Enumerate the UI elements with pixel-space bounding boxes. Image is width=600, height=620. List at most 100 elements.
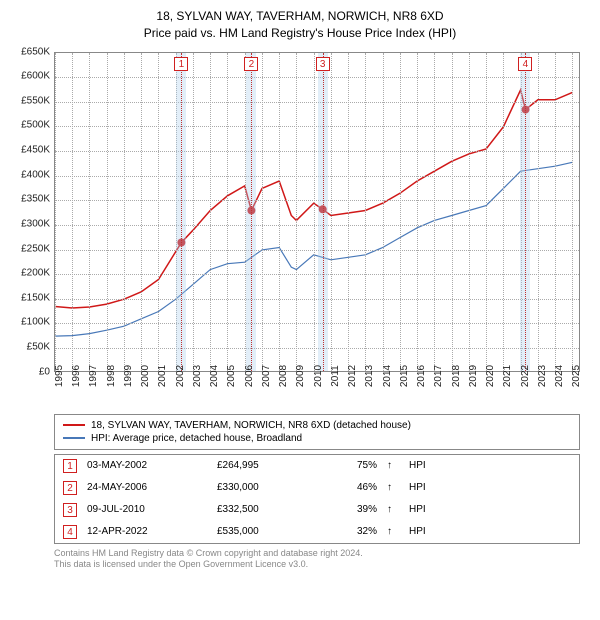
x-tick-label: 2016 (416, 364, 427, 386)
gridline-vertical (383, 53, 384, 371)
x-axis: 1995199619971998199920002001200220032004… (54, 374, 580, 408)
x-tick-label: 2007 (261, 364, 272, 386)
x-tick-label: 2021 (502, 364, 513, 386)
arrow-up-icon: ↑ (387, 482, 399, 493)
gridline-vertical (227, 53, 228, 371)
x-tick-label: 2019 (468, 364, 479, 386)
x-tick-label: 2012 (347, 364, 358, 386)
x-tick-label: 2014 (382, 364, 393, 386)
row-pct: 32% (327, 526, 377, 537)
y-tick-label: £150K (21, 292, 50, 303)
gridline-vertical (469, 53, 470, 371)
x-tick-label: 2004 (209, 364, 220, 386)
gridline-vertical (193, 53, 194, 371)
y-tick-label: £650K (21, 46, 50, 57)
gridline-vertical (400, 53, 401, 371)
marker-dotted-line (525, 53, 526, 371)
table-row: 4 12-APR-2022 £535,000 32% ↑ HPI (55, 521, 579, 543)
arrow-up-icon: ↑ (387, 504, 399, 515)
y-tick-label: £250K (21, 243, 50, 254)
x-tick-label: 2013 (364, 364, 375, 386)
row-number-box: 3 (63, 503, 77, 517)
gridline-vertical (314, 53, 315, 371)
y-tick-label: £500K (21, 120, 50, 131)
x-tick-label: 2001 (157, 364, 168, 386)
y-tick-label: £350K (21, 194, 50, 205)
gridline-vertical (538, 53, 539, 371)
marker-number-box: 3 (316, 57, 330, 71)
gridline-vertical (279, 53, 280, 371)
marker-number-box: 4 (518, 57, 532, 71)
y-tick-label: £600K (21, 71, 50, 82)
table-row: 309-JUL-2010£332,50039%↑HPI (55, 499, 579, 521)
row-hpi-label: HPI (409, 526, 439, 537)
marker-dotted-line (251, 53, 252, 371)
x-tick-label: 2025 (571, 364, 582, 386)
row-date: 24-MAY-2006 (87, 482, 207, 493)
x-tick-label: 2015 (399, 364, 410, 386)
y-tick-label: £200K (21, 268, 50, 279)
gridline-vertical (141, 53, 142, 371)
gridline-vertical (72, 53, 73, 371)
legend: 18, SYLVAN WAY, TAVERHAM, NORWICH, NR8 6… (54, 414, 580, 450)
gridline-vertical (331, 53, 332, 371)
row-hpi-label: HPI (409, 504, 439, 515)
gridline-vertical (158, 53, 159, 371)
x-tick-label: 1995 (54, 364, 65, 386)
gridline-vertical (348, 53, 349, 371)
marker-number-box: 2 (244, 57, 258, 71)
gridline-vertical (572, 53, 573, 371)
y-tick-label: £0 (39, 366, 50, 377)
row-hpi-label: HPI (409, 482, 439, 493)
footer-attribution: Contains HM Land Registry data © Crown c… (54, 548, 580, 571)
y-tick-label: £50K (27, 341, 50, 352)
legend-swatch (63, 424, 85, 426)
gridline-vertical (210, 53, 211, 371)
x-tick-label: 1996 (71, 364, 82, 386)
y-axis: £0£50K£100K£150K£200K£250K£300K£350K£400… (10, 52, 52, 372)
y-tick-label: £300K (21, 218, 50, 229)
chart-area: £0£50K£100K£150K£200K£250K£300K£350K£400… (10, 48, 590, 408)
x-tick-label: 1998 (106, 364, 117, 386)
title-subtitle: Price paid vs. HM Land Registry's House … (10, 25, 590, 42)
x-tick-label: 2010 (313, 364, 324, 386)
marker-dotted-line (181, 53, 182, 371)
gridline-vertical (555, 53, 556, 371)
gridline-vertical (365, 53, 366, 371)
x-tick-label: 2000 (140, 364, 151, 386)
arrow-up-icon: ↑ (387, 460, 399, 471)
row-price: £264,995 (217, 460, 317, 471)
chart-container: 18, SYLVAN WAY, TAVERHAM, NORWICH, NR8 6… (0, 0, 600, 577)
legend-row: 18, SYLVAN WAY, TAVERHAM, NORWICH, NR8 6… (63, 419, 571, 432)
x-tick-label: 2022 (520, 364, 531, 386)
gridline-vertical (124, 53, 125, 371)
y-tick-label: £400K (21, 169, 50, 180)
row-date: 03-MAY-2002 (87, 460, 207, 471)
gridline-vertical (262, 53, 263, 371)
arrow-up-icon: ↑ (387, 526, 399, 537)
x-tick-label: 2006 (244, 364, 255, 386)
plot-area: 1 2 3 4 (54, 52, 580, 372)
row-date: 12-APR-2022 (87, 526, 207, 537)
footer-line2: This data is licensed under the Open Gov… (54, 559, 580, 571)
x-tick-label: 2011 (330, 365, 341, 387)
legend-label: HPI: Average price, detached house, Broa… (91, 433, 302, 444)
row-pct: 75% (327, 460, 377, 471)
y-tick-label: £450K (21, 145, 50, 156)
row-pct: 46% (327, 482, 377, 493)
gridline-vertical (452, 53, 453, 371)
marker-number-box: 1 (174, 57, 188, 71)
x-tick-label: 1997 (88, 364, 99, 386)
gridline-vertical (503, 53, 504, 371)
x-tick-label: 2020 (485, 364, 496, 386)
table-row: 224-MAY-2006£330,00046%↑HPI (55, 477, 579, 499)
x-tick-label: 2017 (433, 364, 444, 386)
legend-row: HPI: Average price, detached house, Broa… (63, 432, 571, 445)
row-price: £535,000 (217, 526, 317, 537)
x-tick-label: 2003 (192, 364, 203, 386)
row-pct: 39% (327, 504, 377, 515)
transaction-table: 103-MAY-2002£264,99575%↑HPI224-MAY-2006£… (54, 454, 580, 544)
row-number-box: 4 (63, 525, 77, 539)
row-number-box: 2 (63, 481, 77, 495)
row-price: £332,500 (217, 504, 317, 515)
